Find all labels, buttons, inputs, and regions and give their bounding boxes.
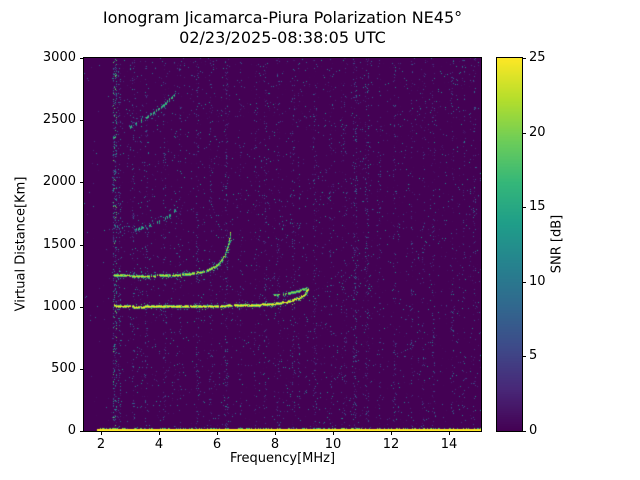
y-tick-label: 2000	[42, 174, 76, 189]
y-tick-mark	[80, 369, 84, 370]
y-tick-mark	[80, 245, 84, 246]
colorbar-tick-mark	[522, 356, 526, 357]
y-tick-label: 3000	[42, 50, 76, 65]
x-tick-mark	[275, 431, 276, 435]
colorbar-tick-label: 20	[529, 125, 546, 140]
x-tick-mark	[159, 431, 160, 435]
x-tick-label: 12	[382, 437, 400, 452]
y-tick-mark	[80, 120, 84, 121]
y-tick-mark	[80, 307, 84, 308]
colorbar-tick-label: 5	[529, 348, 538, 363]
y-tick-label: 0	[67, 423, 76, 438]
colorbar-label: SNR [dB]	[549, 214, 565, 274]
x-tick-label: 14	[440, 437, 458, 452]
x-tick-mark	[101, 431, 102, 435]
x-tick-label: 2	[96, 437, 106, 452]
x-tick-mark	[391, 431, 392, 435]
y-tick-label: 2500	[42, 112, 76, 127]
colorbar-tick-mark	[522, 58, 526, 59]
colorbar-tick-mark	[522, 282, 526, 283]
x-tick-mark	[449, 431, 450, 435]
colorbar-tick-mark	[522, 133, 526, 134]
colorbar-tick-label: 25	[529, 50, 546, 65]
y-tick-mark	[80, 58, 84, 59]
x-tick-label: 8	[270, 437, 280, 452]
x-tick-label: 10	[324, 437, 342, 452]
x-tick-label: 4	[154, 437, 164, 452]
x-axis-label: Frequency[MHz]	[229, 451, 336, 466]
y-tick-label: 1000	[42, 299, 76, 314]
y-tick-label: 1500	[42, 237, 76, 252]
colorbar-tick-label: 0	[529, 423, 538, 438]
y-tick-mark	[80, 431, 84, 432]
y-axis-label: Virtual Distance[Km]	[13, 176, 29, 312]
y-tick-mark	[80, 182, 84, 183]
chart-title: Ionogram Jicamarca-Piura Polarization NE…	[102, 8, 463, 27]
chart-subtitle: 02/23/2025-08:38:05 UTC	[179, 28, 386, 47]
x-tick-label: 6	[212, 437, 222, 452]
x-tick-mark	[217, 431, 218, 435]
y-tick-label: 500	[51, 361, 76, 376]
colorbar-tick-label: 10	[529, 274, 546, 289]
colorbar	[496, 57, 523, 432]
ionogram-heatmap	[83, 57, 482, 432]
colorbar-tick-label: 15	[529, 199, 546, 214]
x-tick-mark	[333, 431, 334, 435]
colorbar-tick-mark	[522, 431, 526, 432]
colorbar-tick-mark	[522, 207, 526, 208]
